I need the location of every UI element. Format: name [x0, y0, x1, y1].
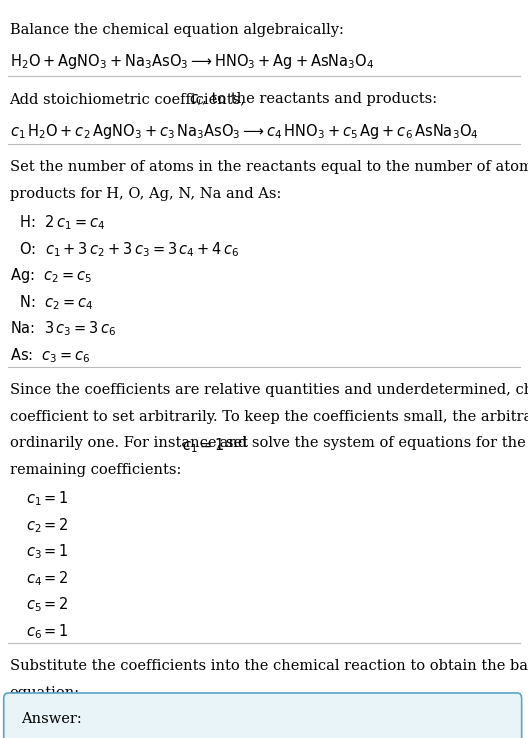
Text: Ag:  $c_2 = c_5$: Ag: $c_2 = c_5$: [10, 266, 92, 286]
Text: and solve the system of equations for the: and solve the system of equations for th…: [215, 436, 526, 450]
Text: $c_i$: $c_i$: [189, 92, 202, 108]
Text: Add stoichiometric coefficients,: Add stoichiometric coefficients,: [10, 92, 250, 106]
Text: $c_2 = 2$: $c_2 = 2$: [26, 516, 69, 534]
Text: products for H, O, Ag, N, Na and As:: products for H, O, Ag, N, Na and As:: [10, 187, 281, 201]
Text: Substitute the coefficients into the chemical reaction to obtain the balanced: Substitute the coefficients into the che…: [10, 659, 528, 673]
Text: Balance the chemical equation algebraically:: Balance the chemical equation algebraica…: [10, 23, 343, 37]
Text: $c_4 = 2$: $c_4 = 2$: [26, 569, 69, 587]
Text: $c_3 = 1$: $c_3 = 1$: [26, 542, 69, 561]
Text: $c_1 = 1$: $c_1 = 1$: [182, 436, 225, 455]
Text: Set the number of atoms in the reactants equal to the number of atoms in the: Set the number of atoms in the reactants…: [10, 160, 528, 174]
Text: $\mathrm{H_2O + AgNO_3 + Na_3AsO_3 \longrightarrow HNO_3 + Ag + AsNa_3O_4}$: $\mathrm{H_2O + AgNO_3 + Na_3AsO_3 \long…: [10, 52, 374, 72]
Text: $c_1 = 1$: $c_1 = 1$: [26, 489, 69, 508]
Text: Since the coefficients are relative quantities and underdetermined, choose a: Since the coefficients are relative quan…: [10, 383, 528, 397]
Text: $c_5 = 2$: $c_5 = 2$: [26, 596, 69, 614]
Text: H:  $2\,c_1 = c_4$: H: $2\,c_1 = c_4$: [10, 213, 105, 232]
Text: N:  $c_2 = c_4$: N: $c_2 = c_4$: [10, 293, 93, 311]
Text: Na:  $3\,c_3 = 3\,c_6$: Na: $3\,c_3 = 3\,c_6$: [10, 320, 116, 338]
FancyBboxPatch shape: [4, 693, 522, 738]
Text: , to the reactants and products:: , to the reactants and products:: [202, 92, 437, 106]
Text: remaining coefficients:: remaining coefficients:: [10, 463, 181, 477]
Text: $c_6 = 1$: $c_6 = 1$: [26, 622, 69, 641]
Text: $c_1\,\mathrm{H_2O} + c_2\,\mathrm{AgNO_3} + c_3\,\mathrm{Na_3AsO_3} \longrighta: $c_1\,\mathrm{H_2O} + c_2\,\mathrm{AgNO_…: [10, 122, 478, 141]
Text: O:  $c_1 + 3\,c_2 + 3\,c_3 = 3\,c_4 + 4\,c_6$: O: $c_1 + 3\,c_2 + 3\,c_3 = 3\,c_4 + 4\,…: [10, 240, 239, 258]
Text: ordinarily one. For instance, set: ordinarily one. For instance, set: [10, 436, 252, 450]
Text: equation:: equation:: [10, 686, 80, 700]
Text: coefficient to set arbitrarily. To keep the coefficients small, the arbitrary va: coefficient to set arbitrarily. To keep …: [10, 410, 528, 424]
Text: Answer:: Answer:: [21, 712, 82, 726]
Text: As:  $c_3 = c_6$: As: $c_3 = c_6$: [10, 346, 90, 365]
